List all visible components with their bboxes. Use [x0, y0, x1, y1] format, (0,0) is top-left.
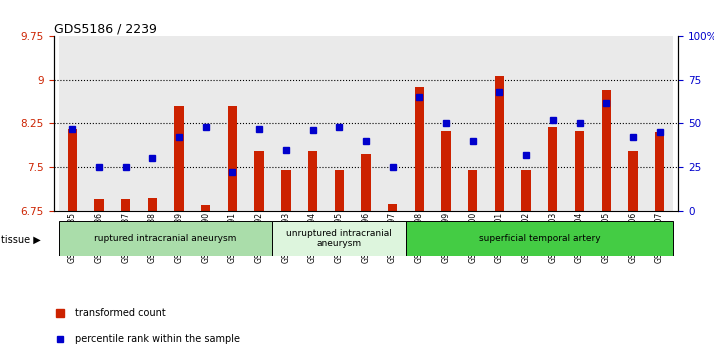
- Bar: [628, 151, 638, 211]
- Bar: [139, 36, 166, 211]
- Bar: [620, 36, 646, 211]
- Text: tissue ▶: tissue ▶: [1, 234, 41, 245]
- Bar: [86, 36, 112, 211]
- Bar: [59, 221, 273, 256]
- Bar: [486, 36, 513, 211]
- Bar: [112, 36, 139, 211]
- Bar: [361, 154, 371, 211]
- Bar: [94, 199, 104, 211]
- Bar: [59, 36, 86, 211]
- Bar: [566, 36, 593, 211]
- Bar: [281, 170, 291, 211]
- Bar: [646, 36, 673, 211]
- Bar: [406, 36, 433, 211]
- Bar: [459, 36, 486, 211]
- Text: superficial temporal artery: superficial temporal artery: [478, 234, 600, 243]
- Text: GDS5186 / 2239: GDS5186 / 2239: [54, 22, 156, 35]
- Bar: [192, 36, 219, 211]
- Bar: [548, 127, 558, 211]
- Bar: [201, 205, 211, 211]
- Bar: [521, 170, 531, 211]
- Bar: [121, 199, 131, 211]
- Bar: [326, 36, 353, 211]
- Bar: [388, 204, 397, 211]
- Bar: [441, 131, 451, 211]
- Bar: [308, 151, 317, 211]
- Bar: [228, 106, 237, 211]
- Bar: [495, 76, 504, 211]
- Bar: [468, 170, 478, 211]
- Bar: [433, 36, 459, 211]
- Text: unruptured intracranial
aneurysm: unruptured intracranial aneurysm: [286, 229, 392, 248]
- Bar: [148, 198, 157, 211]
- Bar: [406, 221, 673, 256]
- Bar: [601, 90, 611, 211]
- Bar: [299, 36, 326, 211]
- Text: transformed count: transformed count: [76, 308, 166, 318]
- Bar: [174, 106, 183, 211]
- Bar: [513, 36, 540, 211]
- Text: ruptured intracranial aneurysm: ruptured intracranial aneurysm: [94, 234, 237, 243]
- Bar: [166, 36, 192, 211]
- Bar: [219, 36, 246, 211]
- Bar: [415, 87, 424, 211]
- Bar: [68, 129, 77, 211]
- Bar: [655, 132, 664, 211]
- Bar: [353, 36, 379, 211]
- Bar: [540, 36, 566, 211]
- Bar: [593, 36, 620, 211]
- Text: percentile rank within the sample: percentile rank within the sample: [76, 334, 241, 344]
- Bar: [575, 131, 584, 211]
- Bar: [335, 170, 344, 211]
- Bar: [379, 36, 406, 211]
- Bar: [254, 151, 263, 211]
- Bar: [246, 36, 273, 211]
- Bar: [273, 221, 406, 256]
- Bar: [273, 36, 299, 211]
